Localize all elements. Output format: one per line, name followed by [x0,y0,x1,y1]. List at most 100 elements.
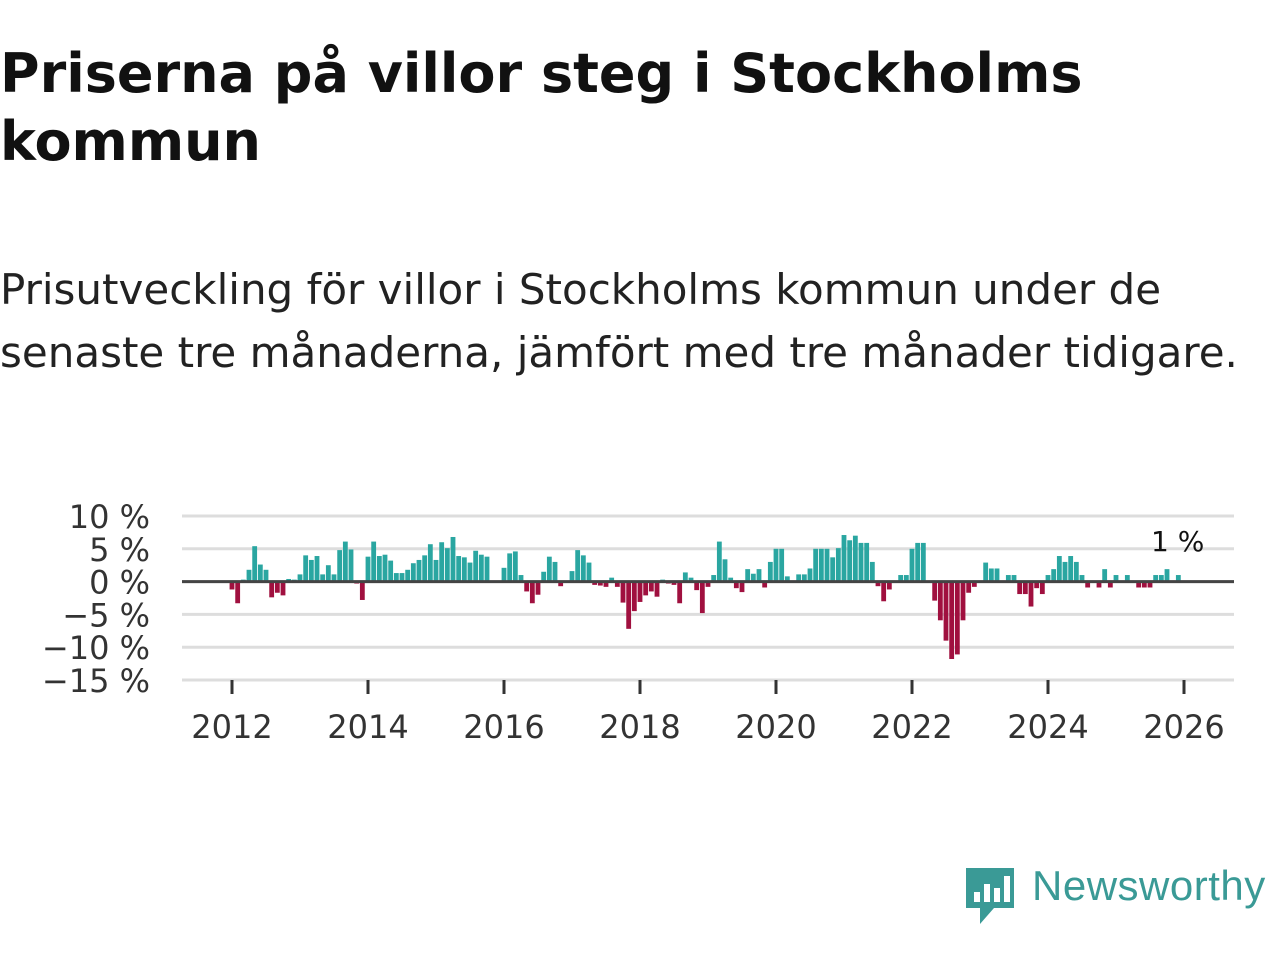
bar [365,556,371,582]
bar [297,574,303,582]
bar [1034,581,1040,589]
bar [1141,581,1147,588]
bar [348,549,354,582]
bar [711,575,717,582]
bar [983,562,989,582]
bar [433,559,439,582]
bar [603,581,609,587]
bar [325,565,331,582]
bar [756,569,762,582]
bar [971,581,977,587]
bar [586,562,592,582]
bar [694,581,700,591]
bar [1158,575,1164,582]
bar [303,555,309,582]
bar [733,581,739,589]
bar [252,546,258,582]
bar [314,556,320,582]
bar [1017,581,1023,595]
bar [1051,569,1057,582]
x-tick-label: 2014 [327,708,408,746]
bar [393,573,399,582]
bar [597,581,603,586]
bar [1045,575,1051,582]
bar [575,550,581,582]
bar [745,569,751,582]
bar [631,581,637,612]
bar [269,581,275,598]
bar [1096,581,1102,588]
bar [1175,575,1181,582]
bar [518,575,524,582]
bar [671,581,677,585]
bar [274,581,280,593]
bar [898,575,904,582]
bar [257,564,263,582]
bar [263,569,269,582]
bar [881,581,887,602]
bar [801,574,807,582]
bar [427,544,433,582]
bar [467,562,473,582]
bar [1124,575,1130,582]
bar [558,581,564,587]
x-tick-label: 2026 [1143,708,1224,746]
bar [960,581,966,621]
bar [359,581,365,600]
bar [1113,575,1119,582]
bar [569,571,575,582]
bar [546,556,552,582]
bar [512,551,518,582]
bar [858,542,864,582]
bar [932,581,938,601]
bar [614,581,620,587]
bar [954,581,960,655]
bar [478,554,484,582]
bar [750,573,756,582]
x-axis: 2012 2014 2016 2018 2020 2022 2024 2026 [191,680,1225,746]
bar [422,555,428,582]
bar [1068,556,1074,582]
y-tick-label: −15 % [42,662,150,700]
bar [648,581,654,592]
x-tick-label: 2022 [871,708,952,746]
bar [654,581,660,597]
bars [229,535,1181,660]
bar [529,581,535,604]
bar [308,559,314,582]
bar [767,561,773,582]
bar [235,581,241,604]
bar [342,541,348,582]
bar [915,542,921,582]
bar [382,554,388,582]
y-tick-label: −5 % [62,596,150,634]
bar [331,574,337,582]
bar [580,555,586,582]
bar [450,536,456,582]
bar [949,581,955,660]
bar [762,581,768,588]
bar [728,577,734,582]
x-tick-label: 2016 [463,708,544,746]
bar [739,581,745,593]
bar [501,567,507,582]
bar [813,548,819,582]
bar [1147,581,1153,588]
x-tick-label: 2024 [1007,708,1088,746]
bar [1085,581,1091,588]
bar [399,573,405,582]
bar [620,581,626,603]
bar [835,548,841,582]
bar [841,535,847,582]
bar [376,556,382,582]
bar [988,568,994,582]
y-tick-label: 5 % [89,531,150,569]
bar [456,556,462,582]
bar [1102,569,1108,582]
bar [688,577,694,582]
bar [824,548,830,582]
bar [643,581,649,596]
bar [410,563,416,582]
y-tick-label: −10 % [42,629,150,667]
bar [507,553,513,582]
